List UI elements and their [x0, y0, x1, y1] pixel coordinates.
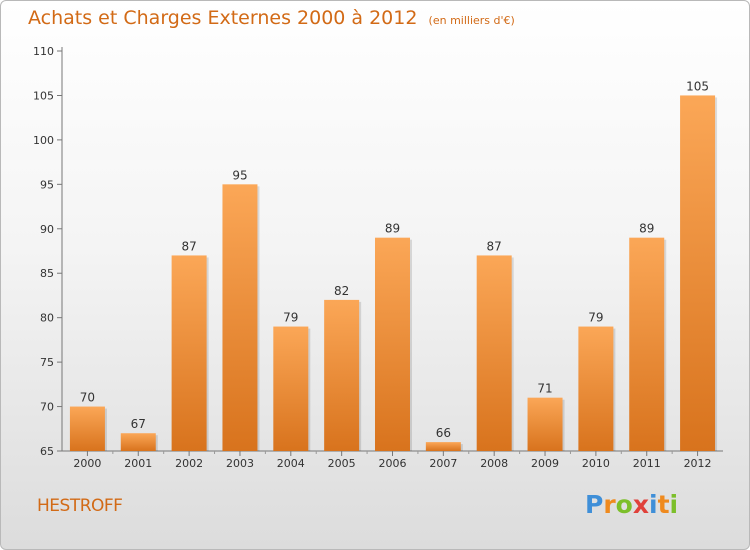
chart-subtitle: (en milliers d'€): [428, 14, 515, 27]
data-label: 89: [639, 222, 654, 236]
data-label: 79: [283, 311, 298, 325]
logo-letter: i: [669, 490, 679, 519]
data-labels: 70 67 87 95 79 82 89 66 87 71 79 89 105: [80, 79, 709, 440]
y-tick-label: 65: [40, 445, 54, 458]
x-tick-label: 2003: [226, 457, 254, 470]
data-label: 87: [181, 239, 196, 253]
chart-title: Achats et Charges Externes 2000 à 2012: [28, 7, 418, 29]
bar: [629, 237, 665, 451]
logo-letter: i: [649, 490, 658, 519]
data-label: 95: [232, 168, 247, 182]
bar: [578, 326, 614, 451]
logo-letter: o: [615, 490, 633, 519]
x-tick-label: 2005: [328, 457, 356, 470]
logo-letter: r: [603, 490, 616, 519]
y-tick-label: 95: [40, 178, 54, 191]
data-label: 82: [334, 284, 349, 298]
y-tick-label: 70: [40, 401, 54, 414]
x-tick-label: 2001: [124, 457, 152, 470]
bar: [273, 326, 309, 451]
logo-letter: t: [657, 490, 670, 519]
bar: [680, 95, 716, 451]
x-tick-label: 2008: [480, 457, 508, 470]
data-label: 87: [487, 239, 502, 253]
bar: [69, 406, 105, 451]
y-tick-label: 85: [40, 267, 54, 280]
logo-letter: x: [632, 490, 649, 519]
bar: [222, 184, 258, 452]
data-label: 105: [686, 79, 709, 93]
bar: [425, 442, 461, 451]
logo-letter: P: [585, 490, 604, 519]
data-label: 70: [80, 391, 95, 405]
x-tick-label: 2011: [633, 457, 661, 470]
bars: [69, 95, 718, 452]
bar: [476, 255, 512, 451]
x-tick-label: 2004: [277, 457, 305, 470]
x-tick-label: 2007: [429, 457, 457, 470]
data-label: 66: [436, 426, 451, 440]
data-label: 89: [385, 222, 400, 236]
y-tick-label: 105: [33, 89, 54, 102]
bar: [324, 299, 360, 451]
bar: [527, 397, 563, 451]
x-tick-label: 2000: [73, 457, 101, 470]
proxiti-logo: Proxiti: [585, 490, 678, 519]
data-label: 79: [588, 311, 603, 325]
title-row: Achats et Charges Externes 2000 à 2012 (…: [28, 7, 515, 29]
bar: [171, 255, 207, 451]
x-tick-label: 2010: [582, 457, 610, 470]
data-label: 71: [537, 382, 552, 396]
y-tick-label: 75: [40, 356, 54, 369]
x-tick-label: 2006: [379, 457, 407, 470]
bar: [120, 433, 156, 451]
y-tick-label: 90: [40, 223, 54, 236]
data-label: 67: [131, 417, 146, 431]
y-tick-label: 110: [33, 45, 54, 58]
y-tick-label: 100: [33, 134, 54, 147]
bar: [375, 237, 410, 451]
x-tick-label: 2012: [684, 457, 712, 470]
x-tick-label: 2009: [531, 457, 559, 470]
x-tick-label: 2002: [175, 457, 203, 470]
y-tick-label: 80: [40, 312, 54, 325]
commune-name: HESTROFF: [37, 496, 123, 516]
